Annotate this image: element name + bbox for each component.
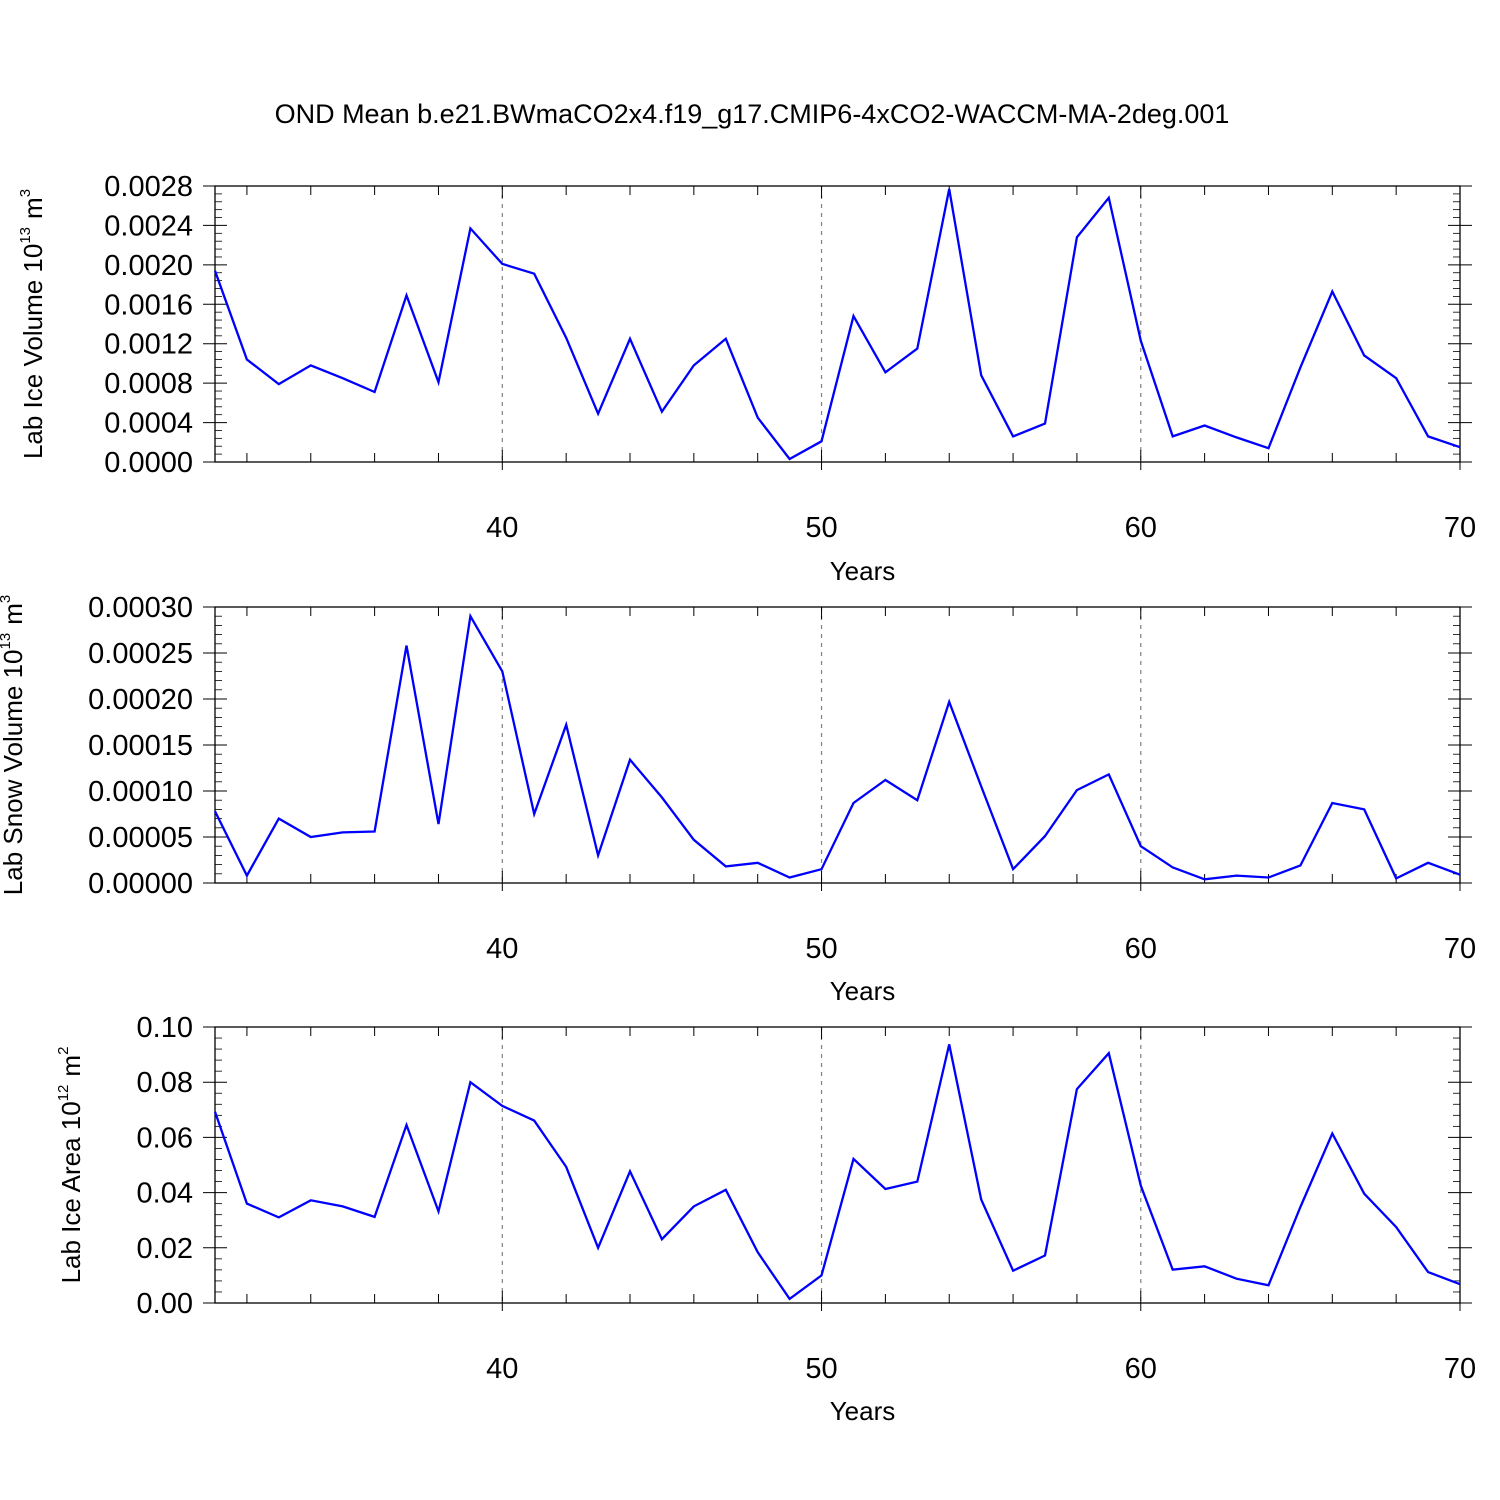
- y-axis-label-unit: m: [56, 1055, 86, 1077]
- y-axis-label-main: Lab Ice Area 10: [56, 1101, 86, 1283]
- y-tick-label: 0.0004: [104, 408, 193, 440]
- y-tick-label: 0.00010: [88, 776, 193, 808]
- y-axis-label-unit: m: [18, 197, 48, 219]
- y-axis-label-sup: 13: [17, 227, 34, 244]
- x-tick-label: 60: [1125, 933, 1157, 965]
- y-tick-label: 0.00020: [88, 684, 193, 716]
- plot-frame: [214, 1026, 1461, 1304]
- panel-3: 0.00 0.02 0.04 0.06 0.08 0.10 40 50 60 70 Years Lab…: [55, 1012, 1476, 1426]
- plot-frame: [214, 606, 1461, 884]
- y-axis-label: Lab Ice Area 1012 m2: [55, 1047, 86, 1284]
- y-axis-label: Lab Ice Volume 1013 m3: [17, 189, 48, 459]
- y-axis-label-main: Lab Ice Volume 10: [18, 244, 48, 459]
- y-tick-label: 0.00025: [88, 638, 193, 670]
- y-axis-label-sup: 13: [0, 633, 14, 650]
- x-tick-label: 60: [1125, 512, 1157, 544]
- y-tick-label: 0.02: [137, 1233, 193, 1265]
- y-tick-label: 0.10: [137, 1012, 193, 1044]
- y-tick-label: 0.0024: [104, 210, 193, 242]
- x-tick-label: 50: [805, 933, 837, 965]
- y-tick-label: 0.04: [137, 1178, 193, 1210]
- y-tick-label: 0.00005: [88, 822, 193, 854]
- y-tick-label: 0.00000: [88, 868, 193, 900]
- x-axis-label: Years: [830, 556, 896, 586]
- y-tick-label: 0.0000: [104, 447, 193, 479]
- x-tick-label: 70: [1444, 933, 1476, 965]
- panel-1: 0.0000 0.0004 0.0008 0.0012 0.0016 0.0020 0.00…: [17, 171, 1476, 586]
- y-axis-label-unit-sup: 3: [0, 595, 14, 603]
- y-tick-label: 0.00030: [88, 592, 193, 624]
- y-tick-label: 0.06: [137, 1122, 193, 1154]
- panel-2: 0.00000 0.00005 0.00010 0.00015 0.00020 0.000…: [0, 592, 1476, 1006]
- y-tick-label: 0.0020: [104, 250, 193, 282]
- y-axis-label: Lab Snow Volume 1013 m3: [0, 595, 28, 895]
- y-axis-label-unit: m: [0, 603, 28, 625]
- series-line-3: [213, 1044, 1461, 1301]
- y-axis-label-unit-sup: 2: [55, 1047, 72, 1055]
- y-axis-label-main: Lab Snow Volume 10: [0, 649, 28, 895]
- x-tick-label: 40: [486, 512, 518, 544]
- x-tick-label: 40: [486, 1353, 518, 1385]
- series-line-1: [213, 188, 1461, 461]
- x-tick-label: 40: [486, 933, 518, 965]
- y-axis-label-sup: 12: [55, 1085, 72, 1102]
- x-tick-label: 60: [1125, 1353, 1157, 1385]
- series-line-2: [213, 612, 1461, 881]
- y-tick-label: 0.0008: [104, 368, 193, 400]
- y-tick-label: 0.00015: [88, 730, 193, 762]
- plot-frame: [214, 185, 1461, 463]
- x-tick-label: 50: [805, 1353, 837, 1385]
- x-tick-label: 50: [805, 512, 837, 544]
- x-tick-label: 70: [1444, 512, 1476, 544]
- y-tick-label: 0.0028: [104, 171, 193, 203]
- y-axis-label-unit-sup: 3: [17, 189, 34, 197]
- y-tick-label: 0.0012: [104, 329, 193, 361]
- y-tick-label: 0.00: [137, 1288, 193, 1320]
- x-axis-label: Years: [830, 976, 896, 1006]
- y-tick-label: 0.08: [137, 1067, 193, 1099]
- figure-title: OND Mean b.e21.BWmaCO2x4.f19_g17.CMIP6-4…: [275, 99, 1230, 129]
- y-tick-label: 0.0016: [104, 289, 193, 321]
- x-tick-label: 70: [1444, 1353, 1476, 1385]
- x-axis-label: Years: [830, 1396, 896, 1426]
